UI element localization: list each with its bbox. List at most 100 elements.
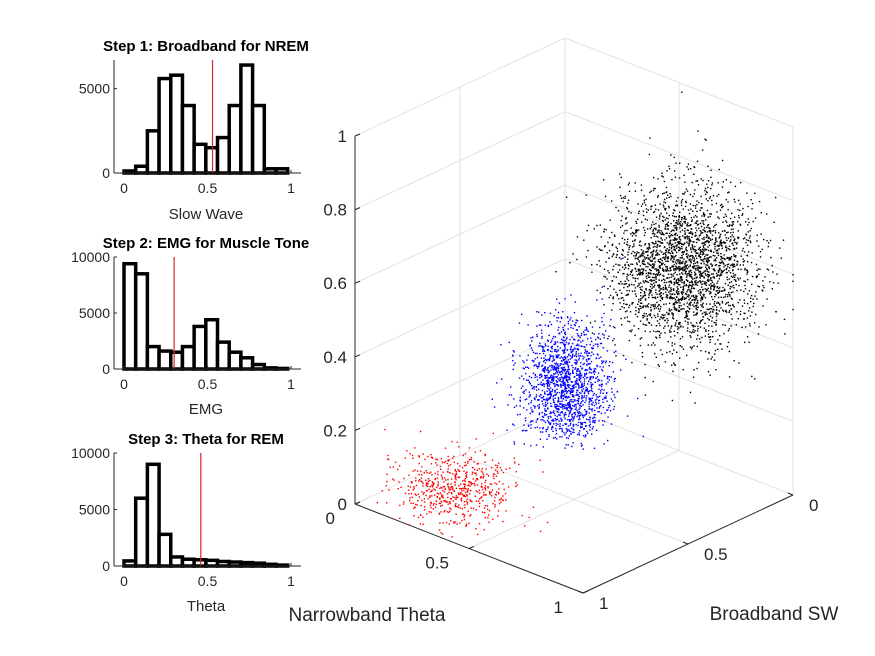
scatter-point	[702, 246, 705, 249]
scatter-point	[387, 458, 389, 460]
scatter-point	[447, 483, 449, 485]
scatter-point	[576, 333, 579, 335]
scatter-point	[442, 495, 444, 497]
scatter-point	[704, 255, 706, 258]
scatter-point	[679, 211, 681, 213]
scatter-point	[563, 340, 565, 342]
scatter-point	[673, 284, 675, 286]
scatter-point	[699, 322, 701, 324]
scatter-point	[541, 403, 544, 405]
scatter-point	[441, 487, 443, 489]
scatter-point	[555, 366, 558, 369]
scatter-point	[568, 353, 570, 355]
scatter-point	[573, 349, 575, 351]
scatter-point	[727, 257, 729, 259]
scatter-point	[450, 520, 452, 522]
scatter-point	[670, 247, 673, 250]
scatter-point	[569, 407, 571, 409]
scatter-point	[670, 222, 672, 225]
scatter-point	[548, 370, 551, 373]
scatter-point	[664, 257, 667, 259]
scatter-point	[532, 410, 534, 413]
scatter-point	[631, 283, 633, 286]
scatter-point	[686, 264, 689, 266]
scatter-point	[578, 376, 580, 378]
scatter-point	[607, 416, 609, 418]
scatter-point	[559, 414, 561, 417]
scatter-point	[659, 305, 662, 308]
scatter-point	[777, 282, 779, 284]
scatter-point	[409, 499, 411, 502]
scatter-point	[613, 253, 615, 255]
scatter-point	[608, 376, 610, 378]
scatter-point	[721, 242, 723, 244]
scatter-point	[718, 232, 720, 234]
scatter-point	[467, 460, 469, 463]
scatter-point	[595, 377, 597, 379]
scatter-point	[443, 491, 446, 493]
scatter-point	[563, 413, 566, 416]
scatter-point	[525, 379, 528, 381]
scatter-point	[440, 486, 442, 489]
scatter-point	[706, 260, 708, 263]
scatter-point	[598, 379, 601, 381]
histogram-bar	[274, 167, 290, 175]
scatter-point	[685, 200, 687, 203]
scatter-point	[671, 297, 674, 299]
scatter-point	[673, 225, 675, 227]
scatter-point	[573, 415, 575, 418]
scatter-point	[717, 313, 719, 315]
scatter-point	[652, 250, 655, 253]
scatter-point	[669, 267, 672, 269]
scatter-point	[575, 319, 577, 321]
scatter-point	[571, 381, 574, 383]
scatter-point	[670, 280, 672, 283]
scatter-point	[602, 179, 605, 181]
scatter-point	[667, 225, 669, 227]
scatter-point	[626, 276, 628, 278]
scatter-point	[635, 235, 637, 237]
scatter-point	[640, 288, 642, 291]
scatter-point	[665, 296, 667, 298]
scatter-point	[522, 407, 525, 409]
scatter-point	[640, 254, 642, 257]
scatter-point	[692, 195, 694, 198]
scatter-point	[570, 388, 572, 390]
scatter-point	[601, 383, 604, 386]
scatter-point	[622, 197, 625, 199]
scatter-point	[556, 418, 559, 420]
scatter-point	[620, 297, 622, 299]
scatter-point	[654, 352, 656, 355]
scatter-point	[538, 413, 540, 416]
scatter-point	[547, 339, 549, 341]
scatter-point	[431, 456, 433, 459]
scatter-point	[582, 416, 584, 419]
scatter-point	[670, 327, 672, 329]
scatter-point	[684, 181, 686, 183]
scatter-point	[613, 288, 615, 290]
scatter-point	[585, 413, 587, 415]
scatter-point	[685, 316, 687, 318]
scatter-point	[545, 404, 548, 406]
scatter-point	[607, 338, 609, 340]
scatter-point	[732, 244, 734, 246]
scatter-point	[722, 324, 724, 326]
scatter-point	[673, 246, 675, 248]
scatter-point	[563, 432, 565, 434]
scatter-point	[577, 424, 579, 427]
scatter-point	[571, 354, 574, 357]
scatter-point	[685, 236, 687, 238]
scatter-point	[567, 372, 570, 374]
scatter-point	[483, 487, 486, 489]
scatter-point	[677, 278, 679, 280]
scatter-point	[538, 412, 541, 414]
scatter-point	[728, 270, 730, 272]
scatter-point	[719, 286, 721, 289]
scatter-point	[631, 303, 633, 305]
scatter-point	[412, 507, 415, 509]
scatter-point	[568, 386, 570, 389]
scatter-point	[571, 389, 573, 392]
scatter-point	[701, 250, 703, 252]
scatter-point	[414, 493, 416, 495]
scatter-point	[705, 282, 708, 284]
